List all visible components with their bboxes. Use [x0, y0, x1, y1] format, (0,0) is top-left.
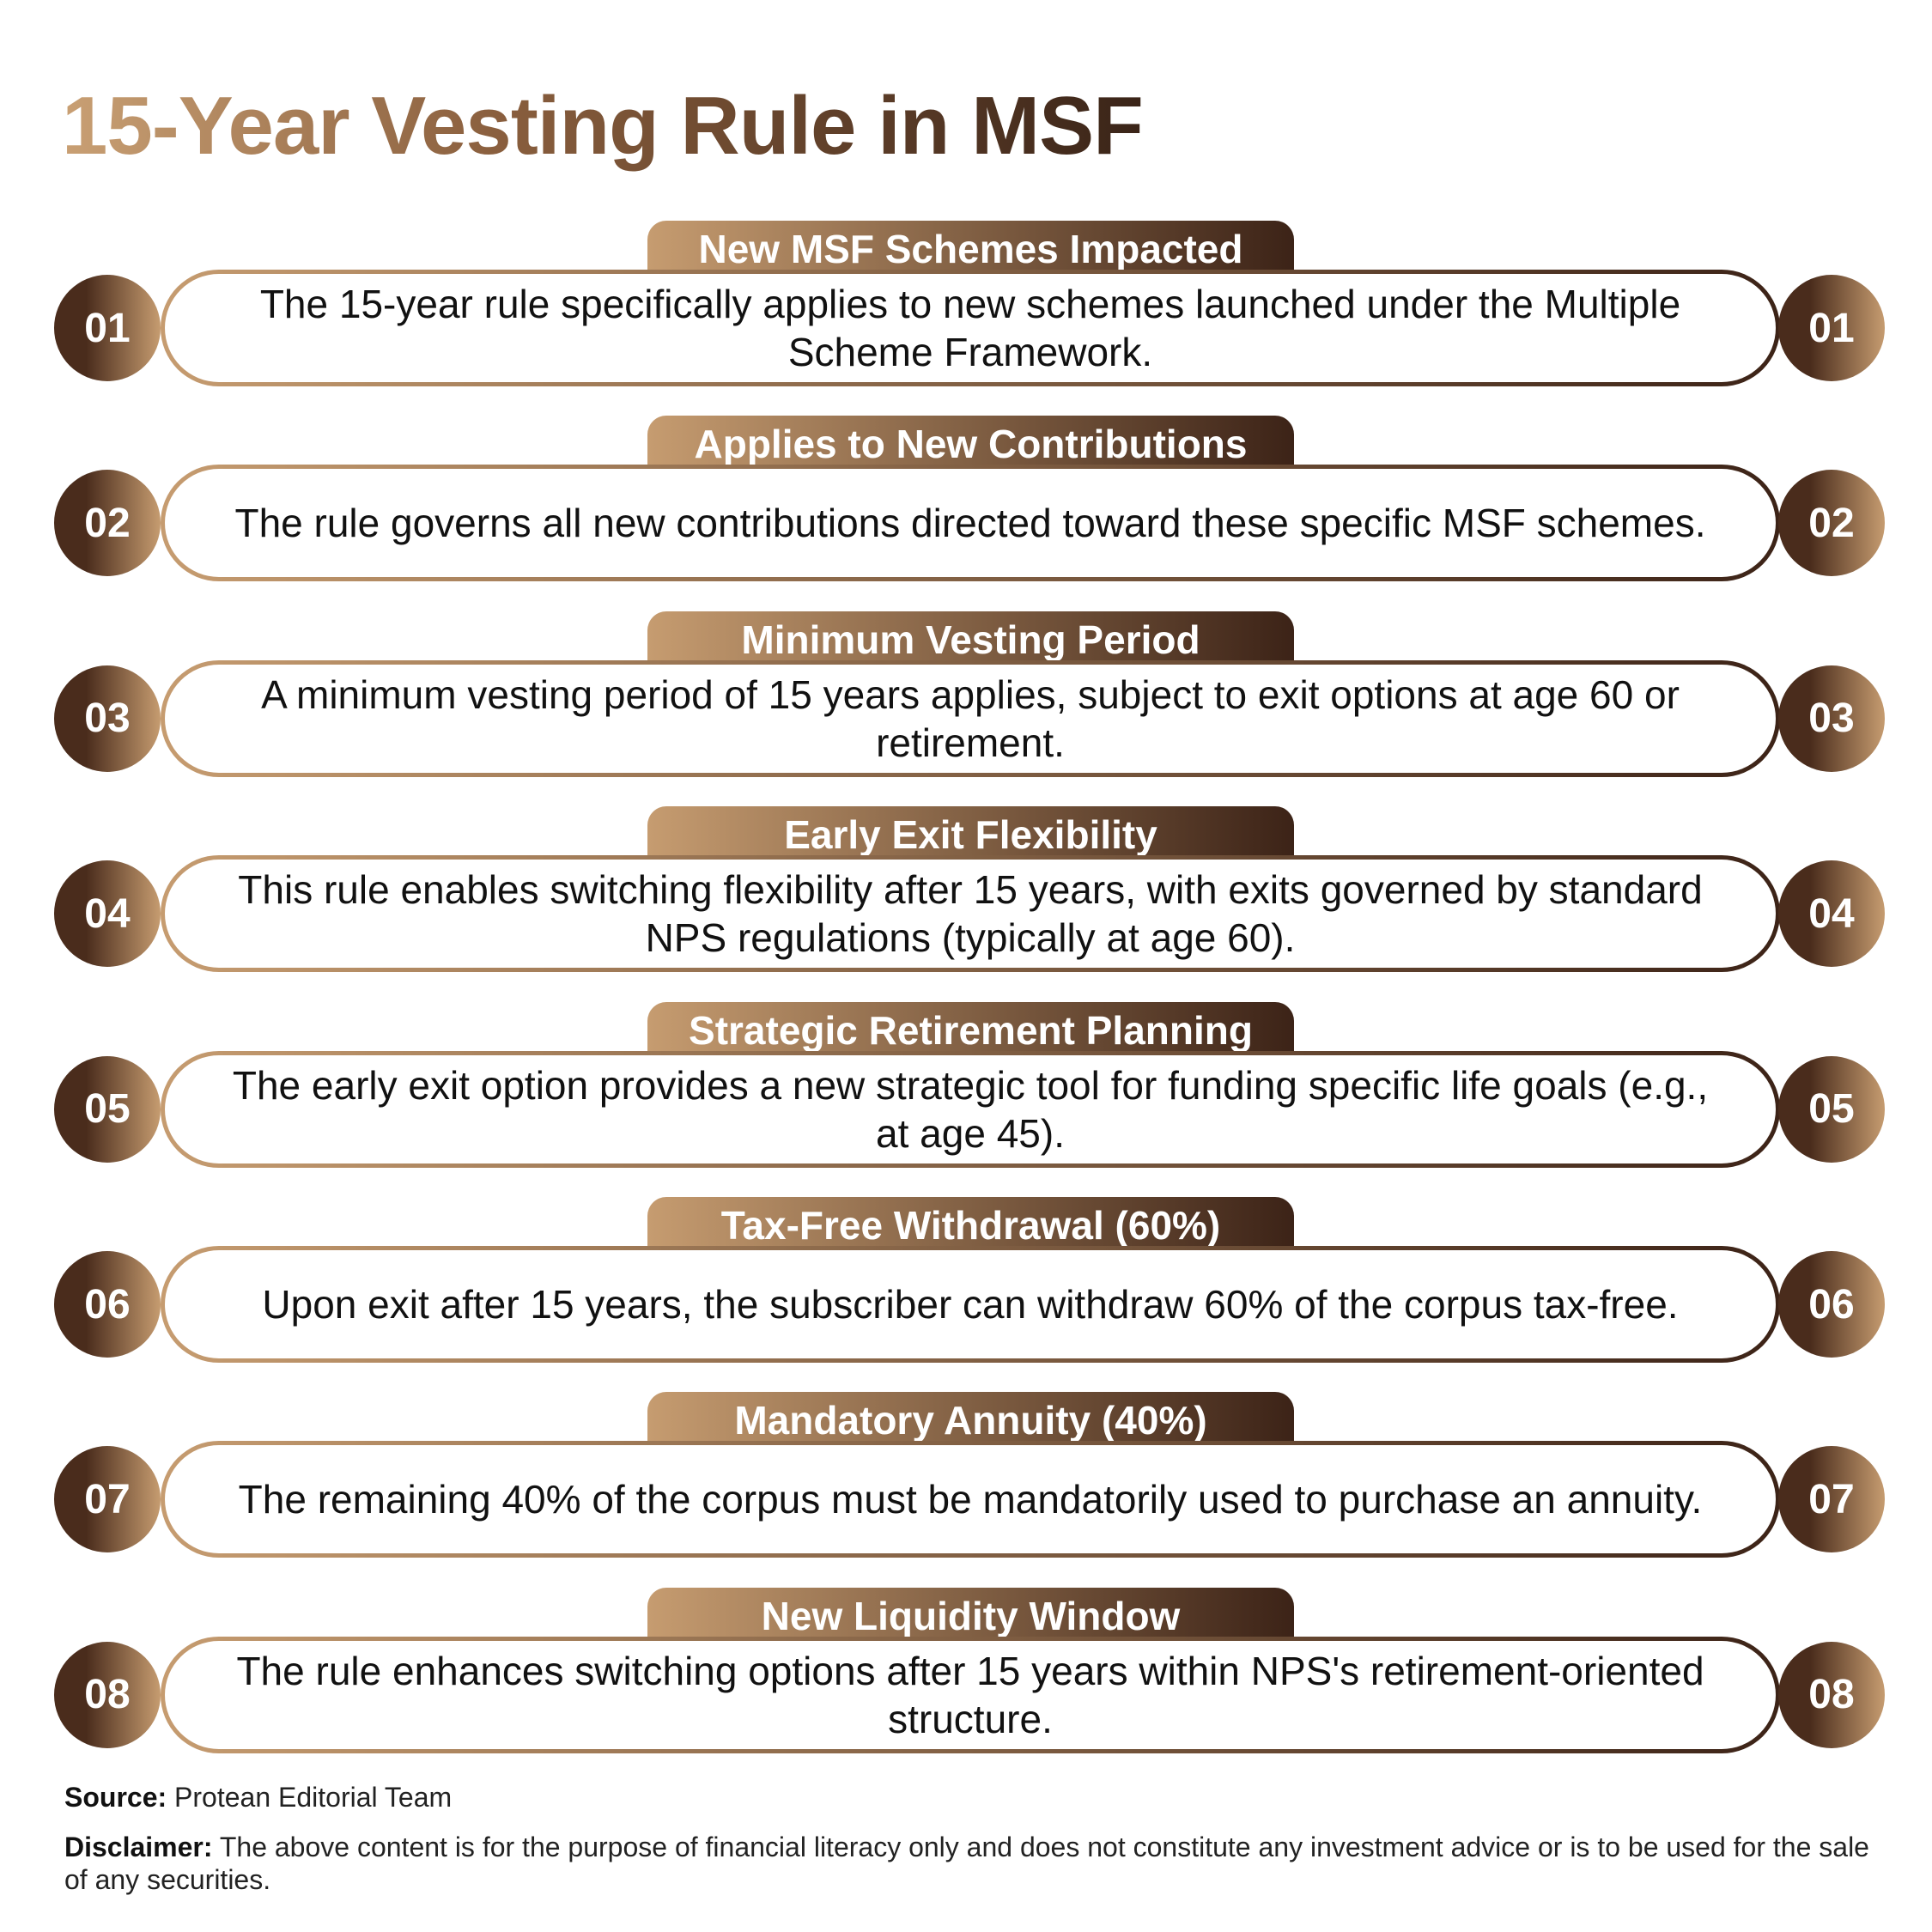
item-text: The remaining 40% of the corpus must be … [161, 1441, 1780, 1558]
item-number: 02 [54, 470, 161, 577]
item-number: 06 [1778, 1251, 1885, 1358]
item-text: A minimum vesting period of 15 years app… [161, 660, 1780, 777]
item-heading: New MSF Schemes Impacted [647, 221, 1294, 272]
item-text: The rule governs all new contributions d… [161, 465, 1780, 581]
item-number: 06 [54, 1251, 161, 1358]
item-number: 04 [1778, 860, 1885, 968]
item-heading: Applies to New Contributions [647, 416, 1294, 468]
disclaimer: Disclaimer: The above content is for the… [64, 1831, 1876, 1896]
title: 15-Year Vesting Rule in MSF [62, 80, 1144, 172]
item-number: 07 [54, 1446, 161, 1553]
item-text: This rule enables switching flexibility … [161, 855, 1780, 972]
item-number: 07 [1778, 1446, 1885, 1553]
item-heading: New Liquidity Window [647, 1587, 1294, 1639]
item-heading: Strategic Retirement Planning [647, 1001, 1294, 1054]
disclaimer-text: The above content is for the purpose of … [64, 1832, 1869, 1895]
source-label: Source: [64, 1782, 167, 1813]
source-text: Protean Editorial Team [174, 1782, 453, 1813]
item-heading: Tax-Free Withdrawal (60%) [647, 1197, 1294, 1249]
item-number: 03 [1778, 665, 1885, 772]
item-number: 04 [54, 860, 161, 968]
item-heading: Minimum Vesting Period [647, 611, 1294, 663]
source: Source: Protean Editorial Team [64, 1781, 1876, 1814]
item-number: 01 [54, 275, 161, 381]
item-number: 03 [54, 665, 161, 772]
item-number: 01 [1778, 275, 1885, 381]
item-text: The 15-year rule specifically applies to… [161, 270, 1780, 386]
item-heading: Mandatory Annuity (40%) [647, 1392, 1294, 1444]
item-number: 05 [1778, 1055, 1885, 1163]
item-heading: Early Exit Flexibility [647, 806, 1294, 859]
item-text: The early exit option provides a new str… [161, 1051, 1780, 1168]
item-number: 05 [54, 1055, 161, 1163]
item-text: The rule enhances switching options afte… [161, 1637, 1780, 1753]
item-number: 08 [1778, 1641, 1885, 1748]
item-text: Upon exit after 15 years, the subscriber… [161, 1246, 1780, 1363]
item-number: 02 [1778, 470, 1885, 577]
disclaimer-label: Disclaimer: [64, 1832, 213, 1862]
item-number: 08 [54, 1641, 161, 1748]
